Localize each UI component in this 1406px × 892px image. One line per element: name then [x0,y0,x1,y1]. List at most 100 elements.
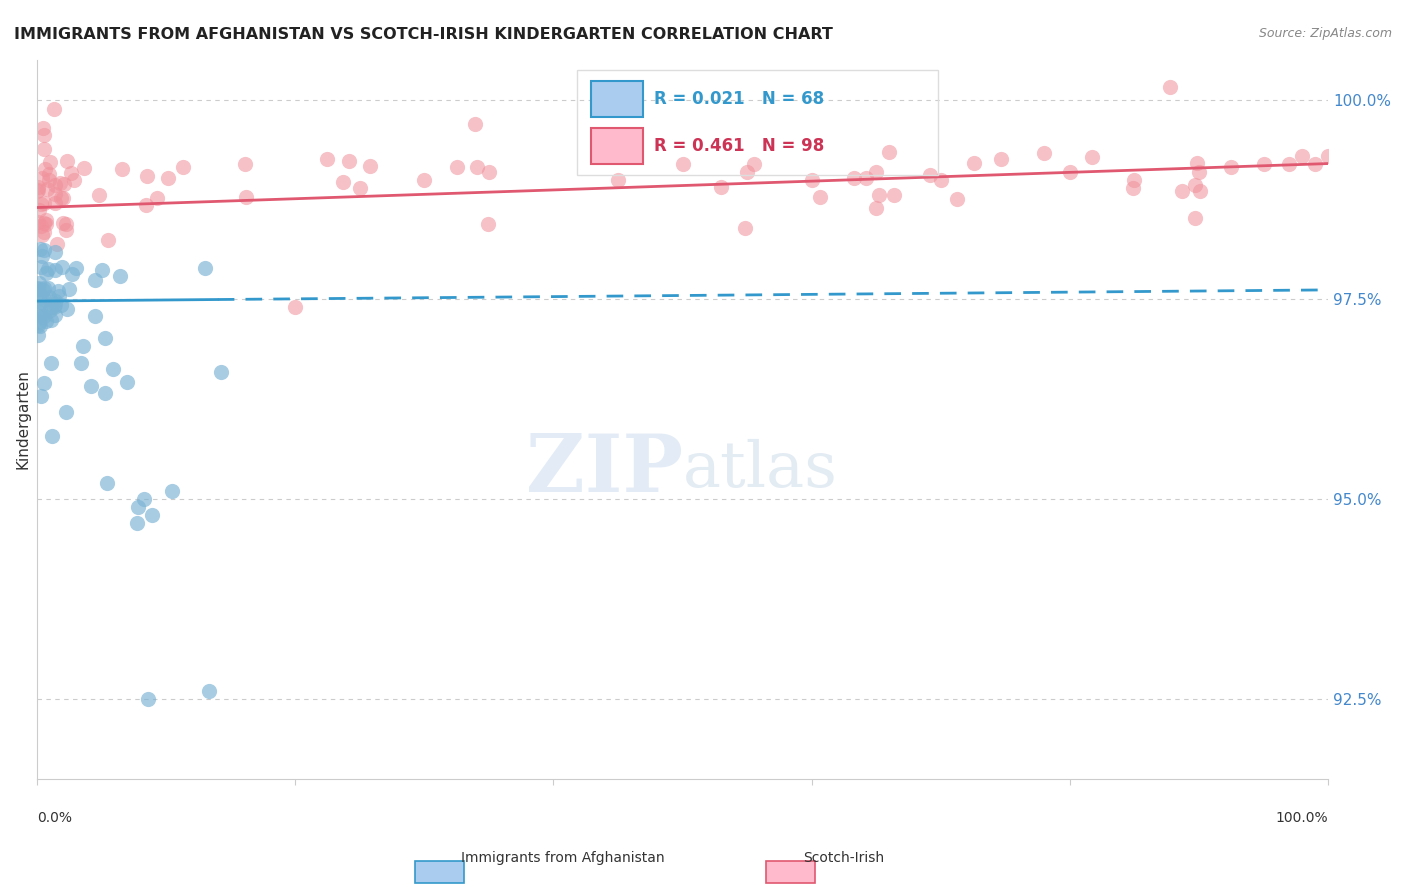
Point [877,145,900,160]
Point [30,319,52,334]
Point [337,154,360,169]
Point [34,128,56,142]
Point [156,171,179,186]
Point [1185,156,1208,170]
Point [27,184,49,198]
Text: Source: ZipAtlas.com: Source: ZipAtlas.com [1258,27,1392,40]
Point [39,300,62,314]
Point [32,225,55,239]
Text: ZIP: ZIP [526,431,682,508]
Point [27,327,49,342]
Point [413,172,436,186]
Point [51,191,73,205]
FancyBboxPatch shape [591,81,643,117]
Point [37,261,59,276]
Point [44,196,66,211]
Point [32,293,55,307]
Point [132,492,155,507]
Point [91,263,114,277]
Point [39,303,62,318]
Point [72,339,94,353]
Point [35,314,58,328]
Point [35,212,58,227]
Point [607,172,630,186]
Point [65,261,87,276]
Point [30,389,52,403]
Point [35,182,58,196]
Point [72,161,94,176]
Point [45,237,67,252]
Point [38,173,60,187]
Point [136,692,159,706]
Point [44,297,66,311]
Point [990,152,1012,166]
Point [32,376,55,391]
Point [58,282,80,296]
Point [945,192,967,206]
Point [108,268,131,283]
Point [44,308,66,322]
Point [465,160,488,174]
Point [742,157,765,171]
Point [30,289,52,303]
Point [315,152,337,166]
Point [44,186,66,201]
Point [883,188,905,202]
Point [27,282,49,296]
Point [734,221,756,235]
Point [929,172,952,186]
Point [141,508,163,523]
Point [44,300,66,314]
Point [94,331,117,345]
Point [83,309,105,323]
Point [1278,156,1301,170]
Point [1184,178,1206,193]
Point [349,180,371,194]
Point [135,198,157,212]
Point [46,284,69,298]
Point [735,164,758,178]
Point [31,249,53,263]
Point [34,162,56,177]
Point [31,228,53,243]
Point [44,245,66,260]
Point [160,484,183,499]
Point [59,166,82,180]
Point [32,281,55,295]
Point [87,188,110,202]
Point [35,266,58,280]
Point [1122,180,1144,194]
Point [93,386,115,401]
Point [37,281,59,295]
Point [1171,184,1194,198]
Point [27,179,49,194]
Point [55,404,77,418]
Point [1291,148,1313,162]
Point [49,176,72,190]
Point [38,154,60,169]
Point [197,684,219,698]
Point [38,167,60,181]
Point [194,260,217,275]
Point [30,219,52,233]
Point [1188,164,1211,178]
Point [1059,164,1081,178]
Point [34,217,56,231]
Point [41,313,63,327]
Point [865,164,887,178]
Y-axis label: Kindergarten: Kindergarten [15,369,30,469]
Point [27,305,49,319]
Point [332,175,354,189]
Point [1184,211,1206,226]
Point [32,244,55,258]
Point [28,315,51,329]
Text: 100.0%: 100.0% [1275,812,1329,825]
Point [28,276,51,290]
Point [84,273,107,287]
FancyBboxPatch shape [591,128,643,164]
Point [60,267,83,281]
Point [233,157,256,171]
Point [32,142,55,156]
Point [235,190,257,204]
Point [865,202,887,216]
